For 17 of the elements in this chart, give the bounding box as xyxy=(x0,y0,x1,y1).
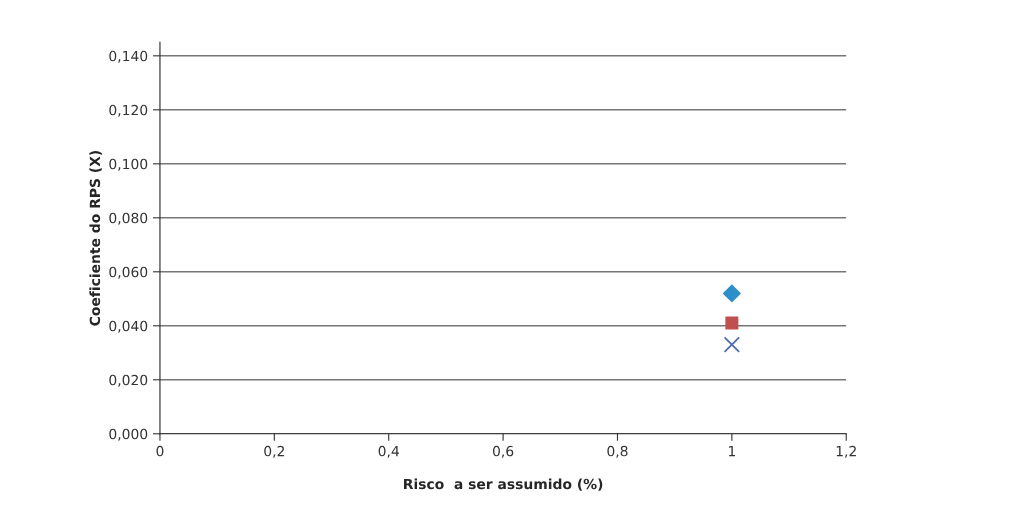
x-tick-label: 0,6 xyxy=(492,445,514,458)
y-tick-label: 0,100 xyxy=(109,158,148,171)
y-tick-label: 0,040 xyxy=(109,320,148,333)
y-tick-label: 0,020 xyxy=(109,374,148,387)
x-tick-label: 1,2 xyxy=(836,445,856,458)
y-tick-label: 0,000 xyxy=(109,428,148,441)
y-axis-title: Coeficiente do RPS (X) xyxy=(89,150,102,326)
y-tick-label: 0,120 xyxy=(109,104,148,117)
x-tick-label: 0,8 xyxy=(607,445,628,458)
x-tick-label: 0,4 xyxy=(378,445,399,458)
y-tick-label: 0,140 xyxy=(109,50,148,63)
x-tick-label: 0 xyxy=(156,445,164,457)
x-axis-title: Risco a ser assumido (%) xyxy=(404,478,603,491)
x-tick-label: 1 xyxy=(728,446,735,457)
y-tick-label: 0,060 xyxy=(109,266,148,279)
y-tick-label: 0,080 xyxy=(109,212,148,225)
x-tick-label: 0,2 xyxy=(264,445,284,458)
